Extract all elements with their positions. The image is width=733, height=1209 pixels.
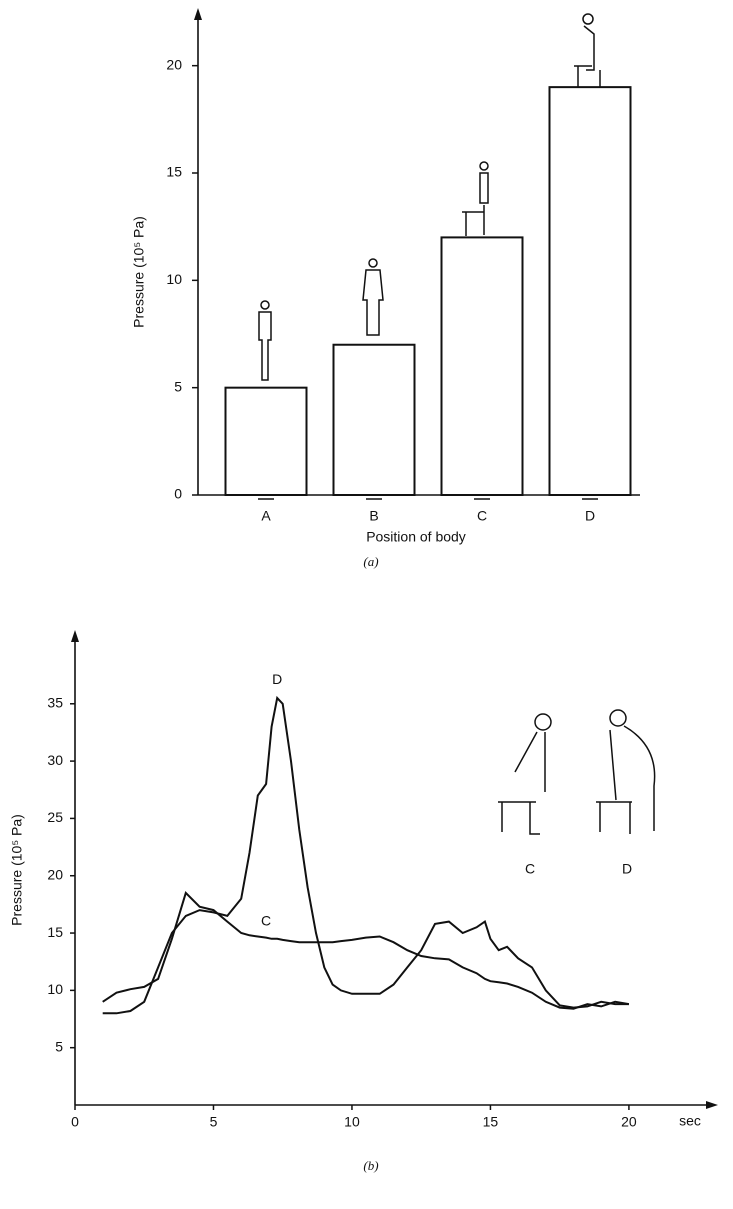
x-tick-label: B xyxy=(369,508,378,524)
figure-label: C xyxy=(525,861,535,877)
bar xyxy=(548,86,632,496)
x-tick-label: 20 xyxy=(621,1114,637,1130)
x-tick-label: 5 xyxy=(210,1114,218,1130)
x-axis-label: sec xyxy=(679,1113,701,1129)
axis-arrow xyxy=(71,630,79,642)
y-tick-label: 20 xyxy=(47,866,63,882)
y-tick-label: 0 xyxy=(174,486,182,502)
y-tick-label: 15 xyxy=(166,164,182,180)
figure-icons xyxy=(498,709,656,835)
line-series xyxy=(102,891,630,1010)
y-tick-label: 35 xyxy=(47,694,63,710)
y-axis-label: Pressure (10⁵ Pa) xyxy=(9,814,25,926)
y-tick-label: 10 xyxy=(166,271,182,287)
bar xyxy=(224,386,308,496)
x-tick-label: D xyxy=(585,508,595,524)
bar xyxy=(332,343,416,496)
x-tick-label: A xyxy=(261,508,271,524)
bar xyxy=(440,236,524,496)
y-tick-label: 10 xyxy=(47,981,63,997)
y-tick-label: 30 xyxy=(47,752,63,768)
x-tick-label: 0 xyxy=(71,1114,79,1130)
figure-label: D xyxy=(622,861,632,877)
x-tick-label: 10 xyxy=(344,1114,360,1130)
y-tick-label: 20 xyxy=(166,56,182,72)
caption: (b) xyxy=(363,1158,378,1173)
series-label: D xyxy=(272,671,282,687)
line-series xyxy=(102,695,629,1015)
axis-arrow xyxy=(706,1101,718,1109)
x-tick-label: 15 xyxy=(483,1114,499,1130)
y-axis-label: Pressure (10⁵ Pa) xyxy=(131,216,147,328)
figure-icons xyxy=(258,13,601,381)
y-tick-label: 5 xyxy=(174,378,182,394)
y-tick-label: 5 xyxy=(55,1038,63,1054)
axis-arrow xyxy=(194,8,202,20)
y-tick-label: 25 xyxy=(47,809,63,825)
x-tick-label: C xyxy=(477,508,487,524)
series-label: C xyxy=(261,912,271,928)
caption: (a) xyxy=(363,554,378,569)
y-tick-label: 15 xyxy=(47,924,63,940)
x-axis-label: Position of body xyxy=(366,529,466,545)
